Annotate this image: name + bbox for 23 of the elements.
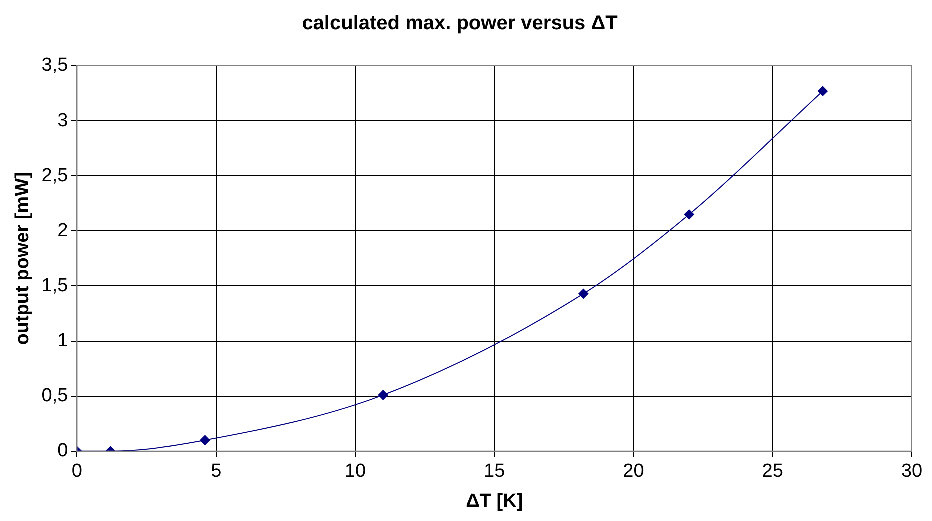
y-tick-label: 3,5 [42,55,68,76]
chart-title: calculated max. power versus ΔT [302,12,618,35]
x-tick-label: 10 [344,461,366,482]
y-tick-label: 0 [58,440,68,462]
point [200,435,210,446]
point [578,288,589,299]
y-tick-label: 1,5 [42,275,68,296]
y-tick-label: 1 [58,330,68,352]
point [378,390,388,400]
y-tick-label: 2 [58,220,68,242]
point [818,86,828,96]
x-tick-label: 5 [211,461,222,482]
point [684,210,694,220]
x-axis-title: ΔT [K] [466,490,524,512]
y-tick-label: 2,5 [42,165,68,186]
x-tick-label: 15 [484,461,506,482]
x-tick-label: 25 [762,461,784,482]
x-tick-label: 30 [901,461,923,482]
x-tick-label: 0 [72,461,82,482]
y-axis-title: output power [mW] [12,172,34,346]
y-tick-label: 0,5 [42,386,68,407]
x-tick-label: 20 [623,461,644,482]
y-tick-label: 3 [58,110,68,132]
